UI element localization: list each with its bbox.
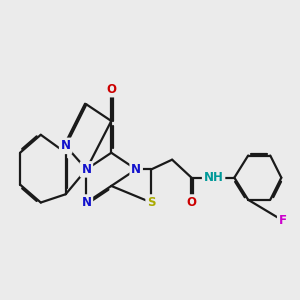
Text: N: N	[81, 196, 92, 209]
Text: N: N	[131, 163, 141, 176]
Text: N: N	[61, 140, 71, 152]
Text: N: N	[81, 163, 92, 176]
Text: O: O	[106, 83, 116, 96]
Text: O: O	[187, 196, 196, 209]
Text: NH: NH	[204, 171, 224, 184]
Text: S: S	[147, 196, 156, 209]
Text: F: F	[279, 214, 287, 227]
